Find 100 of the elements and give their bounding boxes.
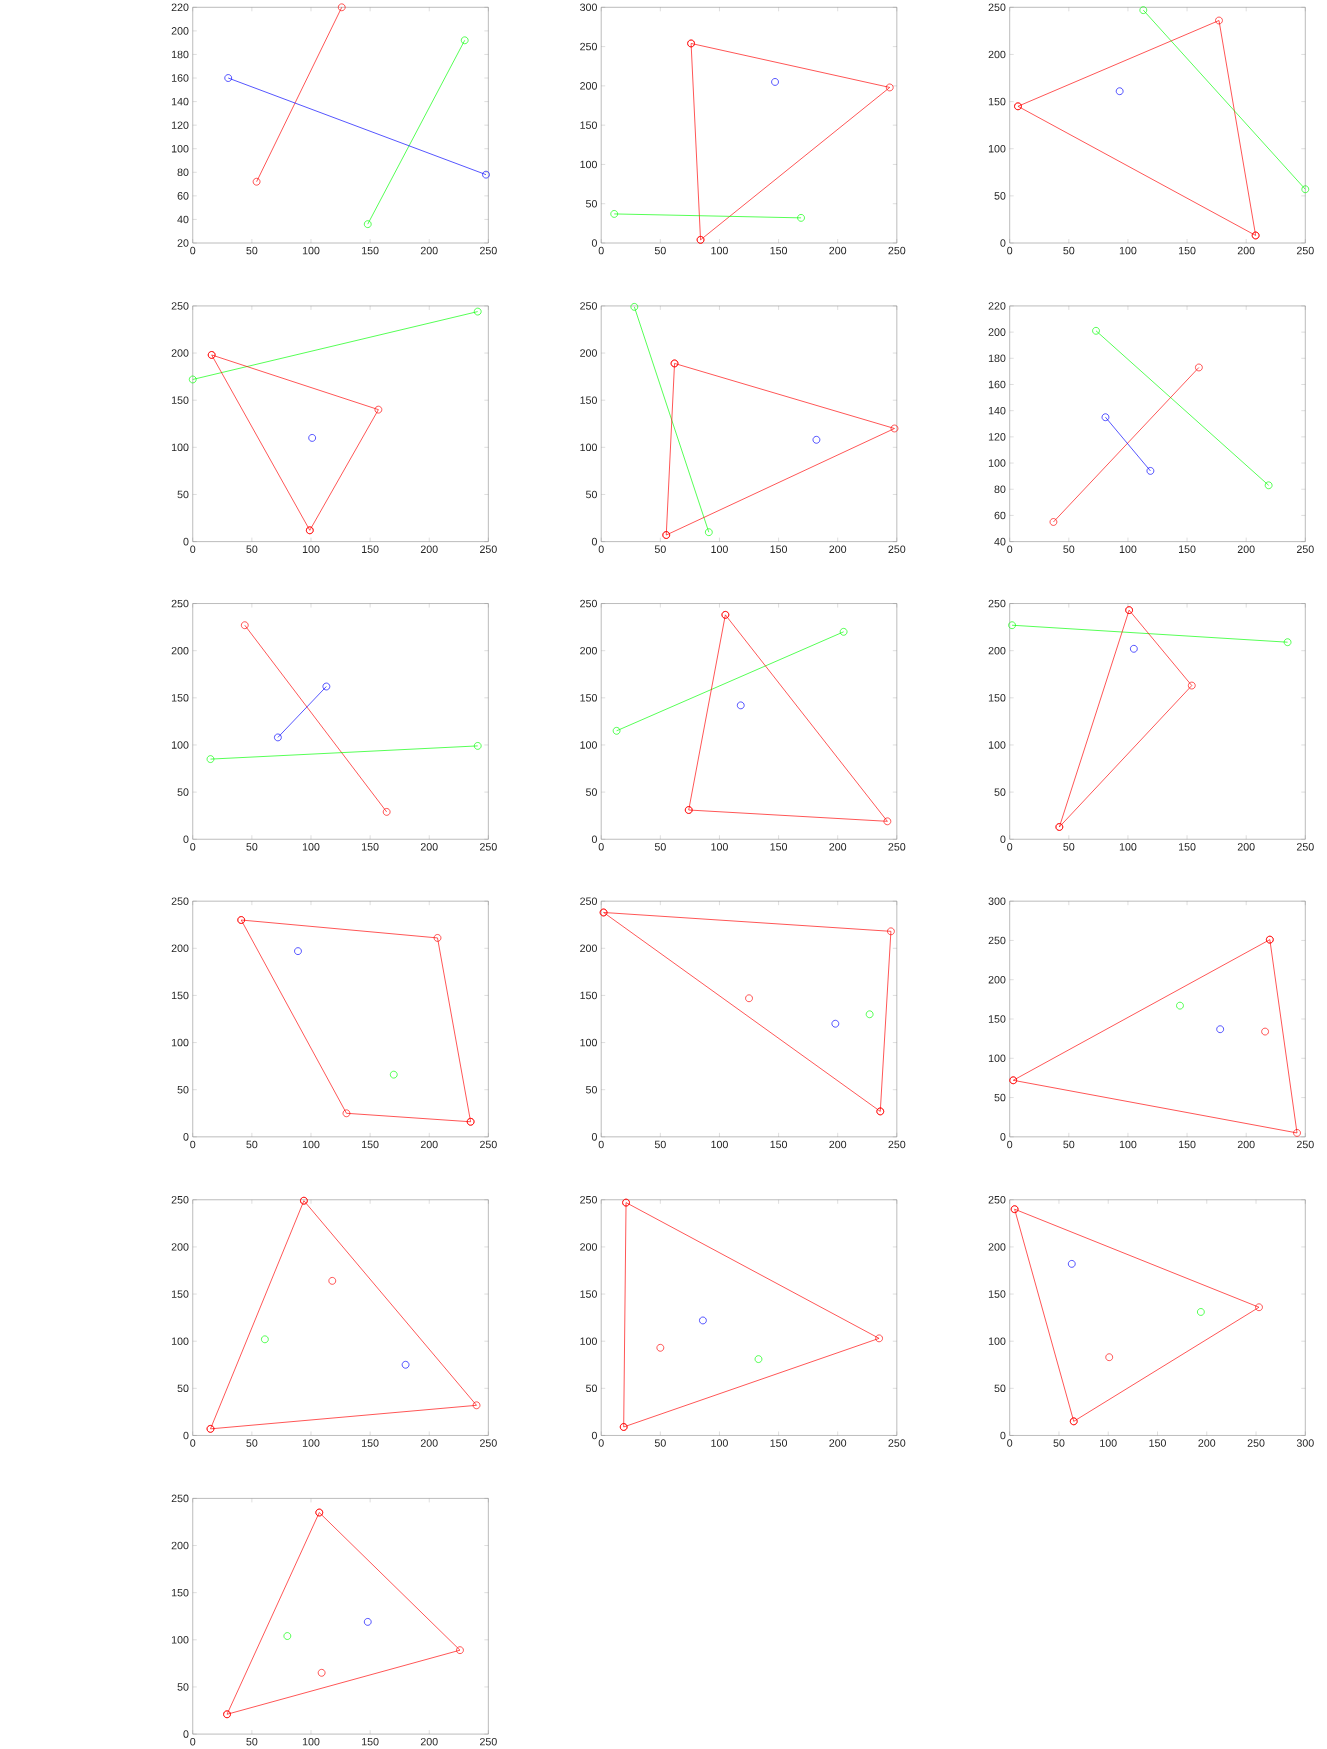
x-tick-label: 150 xyxy=(361,1140,379,1149)
y-tick-label: 150 xyxy=(988,97,1006,106)
point xyxy=(1008,621,1016,630)
y-tick-label: 120 xyxy=(988,433,1006,441)
point xyxy=(696,236,705,244)
y-tick-label: 100 xyxy=(580,741,597,749)
x-tick-label: 50 xyxy=(1053,1439,1065,1447)
y-tick-label: 150 xyxy=(580,991,597,1000)
y-tick-label: 100 xyxy=(580,1337,597,1345)
y-tick-label: 100 xyxy=(171,1038,189,1047)
y-tick-label: 100 xyxy=(580,1038,597,1047)
x-tick-label: 50 xyxy=(246,545,258,553)
x-tick-label: 150 xyxy=(1178,1140,1196,1149)
point xyxy=(389,1070,398,1079)
y-tick-label: 0 xyxy=(591,239,597,247)
point xyxy=(890,424,899,433)
y-tick-label: 250 xyxy=(988,936,1006,945)
x-tick-label: 250 xyxy=(888,545,906,553)
y-tick-label: 0 xyxy=(1000,1431,1006,1440)
y-tick-label: 200 xyxy=(988,50,1006,59)
x-tick-label: 250 xyxy=(888,1140,906,1149)
y-tick-label: 50 xyxy=(585,788,597,796)
y-tick-label: 0 xyxy=(591,1133,597,1141)
y-tick-label: 150 xyxy=(988,1290,1006,1298)
point xyxy=(1067,1260,1076,1268)
x-tick-label: 200 xyxy=(829,1439,847,1447)
point xyxy=(1101,413,1110,422)
x-tick-label: 200 xyxy=(420,1140,438,1149)
x-tick-label: 150 xyxy=(1178,545,1196,553)
y-tick-label: 250 xyxy=(580,897,597,905)
point xyxy=(1055,823,1064,831)
x-tick-label: 200 xyxy=(420,1737,438,1746)
point xyxy=(473,307,482,316)
y-tick-label: 250 xyxy=(988,1196,1006,1204)
y-tick-label: 60 xyxy=(177,192,189,200)
y-tick-label: 100 xyxy=(171,741,189,749)
x-tick-label: 150 xyxy=(1178,843,1196,851)
point xyxy=(322,682,331,691)
x-tick-label: 100 xyxy=(711,545,728,553)
x-tick-label: 50 xyxy=(654,246,666,255)
y-tick-label: 150 xyxy=(171,694,189,702)
y-tick-label: 150 xyxy=(171,991,189,1000)
point xyxy=(656,1343,665,1352)
x-tick-label: 100 xyxy=(1119,246,1137,255)
x-tick-label: 100 xyxy=(711,843,728,851)
y-tick-label: 250 xyxy=(171,1196,189,1204)
x-tick-label: 200 xyxy=(420,246,438,255)
y-tick-label: 150 xyxy=(988,1015,1006,1023)
point xyxy=(662,531,670,539)
y-tick-label: 150 xyxy=(580,121,597,129)
x-tick-label: 50 xyxy=(1063,843,1075,851)
point xyxy=(1069,1417,1078,1426)
y-tick-label: 120 xyxy=(171,121,189,129)
point xyxy=(619,1423,628,1431)
y-tick-label: 250 xyxy=(171,1494,189,1503)
y-tick-label: 50 xyxy=(177,490,189,499)
point xyxy=(771,78,779,86)
point xyxy=(240,621,249,630)
point xyxy=(224,74,232,82)
point xyxy=(1187,681,1196,690)
y-tick-label: 50 xyxy=(177,1085,189,1094)
x-tick-label: 50 xyxy=(246,1439,258,1447)
y-tick-label: 100 xyxy=(988,459,1006,467)
x-tick-label: 150 xyxy=(770,246,787,255)
point xyxy=(1092,327,1100,335)
y-tick-label: 180 xyxy=(988,354,1006,363)
y-tick-label: 100 xyxy=(988,741,1006,749)
x-tick-label: 50 xyxy=(1063,1140,1075,1149)
point xyxy=(886,927,895,936)
x-tick-label: 100 xyxy=(711,1140,728,1149)
point xyxy=(883,817,892,826)
point xyxy=(1105,1353,1113,1362)
point xyxy=(472,1401,481,1410)
y-tick-label: 60 xyxy=(994,511,1006,520)
point xyxy=(1293,1129,1301,1137)
x-tick-label: 150 xyxy=(361,1737,379,1746)
y-tick-label: 50 xyxy=(177,788,189,796)
point xyxy=(885,83,894,92)
x-tick-label: 100 xyxy=(1119,1140,1137,1149)
x-tick-label: 50 xyxy=(1063,545,1075,553)
point xyxy=(223,1710,231,1719)
x-tick-label: 250 xyxy=(479,1737,497,1746)
x-tick-label: 100 xyxy=(302,246,320,255)
point xyxy=(1215,16,1223,25)
x-tick-label: 250 xyxy=(1296,246,1314,255)
x-tick-label: 0 xyxy=(1007,1140,1013,1149)
x-tick-label: 100 xyxy=(711,246,728,255)
y-tick-label: 200 xyxy=(171,349,189,357)
point xyxy=(1264,481,1273,490)
y-tick-label: 40 xyxy=(177,215,189,224)
x-tick-label: 100 xyxy=(1119,843,1137,851)
y-tick-label: 200 xyxy=(171,646,189,655)
x-tick-label: 150 xyxy=(1178,246,1196,255)
point xyxy=(1009,1076,1017,1085)
x-tick-label: 0 xyxy=(1007,246,1013,255)
point xyxy=(1129,645,1138,653)
point xyxy=(839,628,848,636)
y-tick-label: 50 xyxy=(585,1384,597,1393)
y-tick-label: 150 xyxy=(580,1290,597,1298)
point xyxy=(252,177,261,186)
